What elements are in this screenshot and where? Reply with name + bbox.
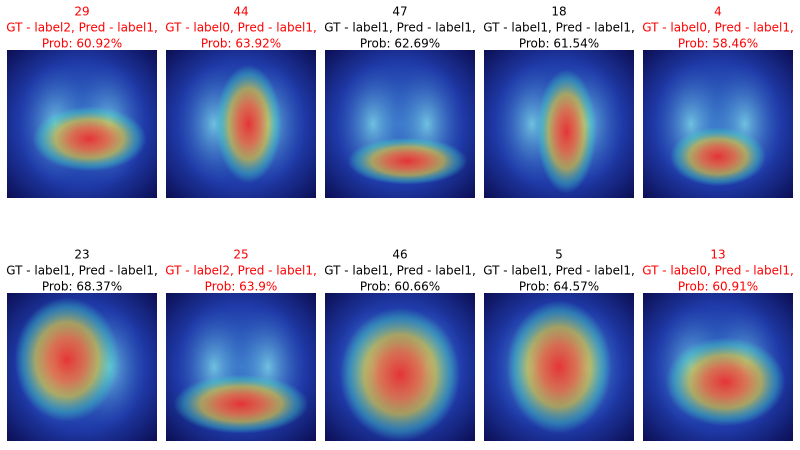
panel-id: 13 [710, 248, 725, 262]
panel-id: 5 [555, 248, 563, 262]
panel-caption: GT - label2, Pred - label1, [165, 264, 317, 278]
panel-id: 47 [392, 5, 407, 19]
activation [347, 137, 468, 185]
heatmap-image [643, 50, 793, 198]
heatmap-image [643, 293, 793, 441]
activation [536, 69, 597, 194]
panel: 44 GT - label0, Pred - label1, Prob: 63.92… [165, 5, 317, 198]
panel: 5 GT - label1, Pred - label1, Prob: 64.57% [483, 248, 635, 441]
panel-caption: Prob: 60.91% [678, 280, 758, 294]
panel-caption: GT - label1, Pred - label1, [324, 21, 476, 35]
heatmap-image [166, 293, 316, 441]
panel-caption: Prob: 60.92% [42, 37, 122, 51]
panel-id: 4 [714, 5, 722, 19]
panel-caption: Prob: 63.9% [205, 280, 278, 294]
panel-caption: GT - label1, Pred - label1, [483, 21, 635, 35]
activation [665, 337, 786, 427]
activation [340, 307, 460, 441]
activation [215, 64, 282, 184]
heatmap-image [484, 50, 634, 198]
panel-caption: Prob: 62.69% [360, 37, 440, 51]
heatmap-image [7, 293, 157, 441]
activation [32, 106, 147, 172]
heatmap-image [325, 293, 475, 441]
panel: 18 GT - label1, Pred - label1, Prob: 61.54… [483, 5, 635, 198]
panel-caption: Prob: 64.57% [519, 280, 599, 294]
panel-caption: GT - label2, Pred - label1, [6, 21, 158, 35]
panel-caption: GT - label1, Pred - label1, [6, 264, 158, 278]
activation [670, 126, 766, 187]
panel-caption: Prob: 60.66% [360, 280, 440, 294]
panel: 46 GT - label1, Pred - label1, Prob: 60.66… [324, 248, 476, 441]
panel-id: 23 [74, 248, 89, 262]
panel: 47 GT - label1, Pred - label1, Prob: 62.69… [324, 5, 476, 198]
heatmap-image [7, 50, 157, 198]
panel-caption: Prob: 68.37% [42, 280, 122, 294]
panel: 29 GT - label2, Pred - label1, Prob: 60.92… [6, 5, 158, 198]
panel-id: 44 [233, 5, 248, 19]
panel-caption: Prob: 61.54% [519, 37, 599, 51]
panel: 23 GT - label1, Pred - label1, Prob: 68.37… [6, 248, 158, 441]
panel-caption: GT - label0, Pred - label1, [165, 21, 317, 35]
panel-id: 46 [392, 248, 407, 262]
activation [173, 374, 309, 434]
panel-caption: GT - label1, Pred - label1, [483, 264, 635, 278]
heatmap-image [484, 293, 634, 441]
panel-caption: Prob: 58.46% [678, 37, 758, 51]
panel-id: 25 [233, 248, 248, 262]
panel-caption: Prob: 63.92% [201, 37, 281, 51]
activation [14, 297, 120, 422]
panel-caption: GT - label0, Pred - label1, [642, 21, 794, 35]
heatmap-image [325, 50, 475, 198]
heatmap-image [166, 50, 316, 198]
panel: 4 GT - label0, Pred - label1, Prob: 58.46% [642, 5, 794, 198]
panel-caption: GT - label1, Pred - label1, [324, 264, 476, 278]
panel: 13 GT - label0, Pred - label1, Prob: 60.91… [642, 248, 794, 441]
panel: 25 GT - label2, Pred - label1, Prob: 63.9% [165, 248, 317, 441]
activation [506, 300, 612, 434]
panel-id: 18 [551, 5, 566, 19]
panel-id: 29 [74, 5, 89, 19]
panel-caption: GT - label0, Pred - label1, [642, 264, 794, 278]
